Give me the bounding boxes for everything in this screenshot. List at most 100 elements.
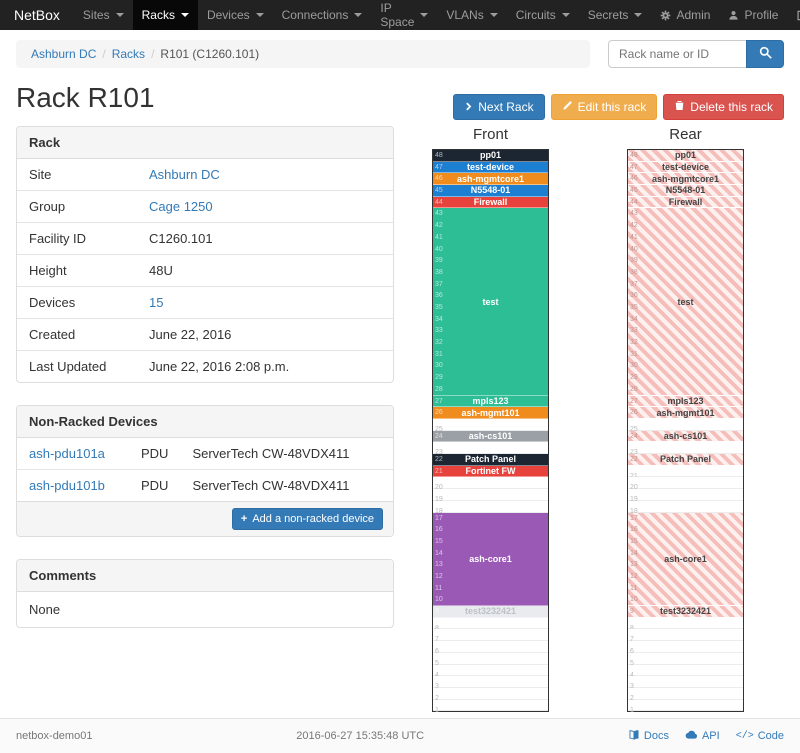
delete-rack-button[interactable]: Delete this rack (663, 94, 784, 120)
nav-item-devices[interactable]: Devices (198, 0, 273, 30)
rack-unit-device-ash-core1[interactable]: 17 16 15 14 13 12 11 10 ash-core1 (433, 512, 548, 607)
nav-item-connections[interactable]: Connections (273, 0, 372, 30)
rack-unit-device-test[interactable]: 43 42 41 40 39 38 37 36 35 34 33 32 31 30 29 28 test (433, 208, 548, 396)
unit-number: 1 (435, 706, 439, 714)
breadcrumb-item[interactable]: Racks (111, 47, 146, 61)
book-icon (628, 729, 640, 744)
rack-unit-device-ash-mgmt101[interactable]: 26 ash-mgmt101 (433, 407, 548, 419)
unit-number: 6 (435, 648, 439, 656)
rack-unit-device-test3232421[interactable]: 9 test3232421 (433, 606, 548, 618)
rack-unit-device-pp01[interactable]: 48 pp01 (628, 150, 743, 162)
attr-label: Height (17, 254, 137, 287)
attr-label: Created (17, 318, 137, 351)
nav-item-secrets[interactable]: Secrets (579, 0, 652, 30)
rack-unit-empty: 23 (628, 442, 743, 456)
unit-numbers: 44 (435, 198, 443, 206)
brand-logo[interactable]: NetBox (14, 7, 60, 23)
nav-item-racks[interactable]: Racks (132, 0, 198, 30)
rack-unit-device-n5548-01[interactable]: 45 N5548-01 (628, 185, 743, 197)
chevron-down-icon (561, 13, 570, 17)
docs-label: Docs (643, 730, 669, 742)
gear-icon (660, 10, 671, 21)
rack-unit-device-firewall[interactable]: 44 Firewall (433, 196, 548, 209)
rack-unit-device-test[interactable]: 43 42 41 40 39 38 37 36 35 34 33 32 31 30 29 28 test (628, 208, 743, 396)
unit-numbers: 43 42 41 40 39 38 37 36 35 34 33 32 31 30 29 28 (630, 210, 638, 393)
admin-link[interactable]: Admin (651, 0, 719, 30)
device-label: ash-mgmtcore1 (651, 173, 720, 184)
device-role-cell: PDU (141, 446, 169, 461)
nav-item-vlans[interactable]: VLANs (437, 0, 506, 30)
unit-numbers: 44 (630, 198, 638, 206)
unit-number: 19 (435, 496, 443, 504)
rack-attr-row: Created June 22, 2016 (17, 318, 393, 351)
rack-unit-device-pp01[interactable]: 48 pp01 (433, 150, 548, 162)
unit-number: 23 (435, 449, 443, 457)
rack-unit-device-firewall[interactable]: 44 Firewall (628, 196, 743, 209)
rack-unit-empty: 3 (433, 676, 548, 690)
rack-unit-empty: 20 (433, 477, 548, 491)
attr-value-link[interactable]: Ashburn DC (149, 167, 220, 182)
rack-unit-device-n5548-01[interactable]: 45 N5548-01 (433, 185, 548, 197)
rack-unit-device-test3232421[interactable]: 9 test3232421 (628, 606, 743, 618)
device-label: Firewall (668, 197, 703, 208)
unit-numbers: 46 (435, 175, 443, 183)
navbar-right: Admin Profile Log out (651, 0, 800, 30)
rack-unit-device-test-device[interactable]: 47 test-device (433, 161, 548, 174)
unit-numbers: 26 (435, 409, 443, 417)
logout-link[interactable]: Log out (787, 0, 800, 30)
rack-unit-device-ash-cs101[interactable]: 24 ash-cs101 (433, 430, 548, 443)
rack-unit-empty: 5 (628, 652, 743, 667)
cloud-icon (685, 728, 698, 744)
device-name-link[interactable]: ash-pdu101a (29, 446, 105, 461)
rack-unit-empty: 7 (433, 629, 548, 643)
device-label: mpls123 (472, 395, 509, 406)
search-button[interactable] (746, 40, 784, 68)
unit-number: 5 (630, 659, 634, 667)
add-non-racked-device-button[interactable]: + Add a non-racked device (231, 508, 383, 530)
rack-unit-device-mpls123[interactable]: 27 mpls123 (628, 395, 743, 408)
breadcrumb-separator: / (151, 47, 155, 61)
rack-unit-empty: 1 (628, 699, 743, 714)
device-name-link[interactable]: ash-pdu101b (29, 478, 105, 493)
rack-unit-device-ash-mgmt101[interactable]: 26 ash-mgmt101 (628, 407, 743, 419)
profile-link[interactable]: Profile (719, 0, 787, 30)
rack-unit-empty: 20 (628, 477, 743, 491)
attr-value-link[interactable]: 15 (149, 295, 164, 310)
unit-number: 8 (630, 624, 634, 632)
device-label: pp01 (674, 150, 696, 161)
nav-item-label: Racks (141, 8, 175, 22)
rack-unit-device-ash-mgmtcore1[interactable]: 46 ash-mgmtcore1 (628, 173, 743, 186)
nav-item-label: Connections (281, 8, 349, 22)
rack-unit-device-ash-mgmtcore1[interactable]: 46 ash-mgmtcore1 (433, 173, 548, 186)
rack-unit-device-patch-panel[interactable]: 22 Patch Panel (628, 454, 743, 466)
rack-unit-device-mpls123[interactable]: 27 mpls123 (433, 395, 548, 408)
edit-rack-button[interactable]: Edit this rack (550, 94, 658, 120)
unit-number: 19 (630, 496, 638, 504)
unit-numbers: 26 (630, 409, 638, 417)
log-out-icon (796, 10, 800, 21)
rack-unit-empty: 8 (628, 617, 743, 632)
unit-numbers: 48 (435, 152, 443, 159)
breadcrumb-item[interactable]: Ashburn DC (31, 47, 97, 61)
api-link[interactable]: API (685, 728, 720, 744)
rack-unit-device-patch-panel[interactable]: 22 Patch Panel (433, 454, 548, 466)
next-rack-button[interactable]: Next Rack (453, 94, 545, 120)
unit-number: 21 (630, 472, 638, 480)
rack-unit-device-fortinet-fw[interactable]: 21 Fortinet FW (433, 465, 548, 478)
rack-unit-device-ash-cs101[interactable]: 24 ash-cs101 (628, 430, 743, 443)
rack-unit-empty: 18 (628, 500, 743, 515)
rack-unit-device-ash-core1[interactable]: 17 16 15 14 13 12 11 10 ash-core1 (628, 512, 743, 607)
chevron-down-icon (354, 13, 363, 17)
rack-attr-row: Site Ashburn DC (17, 159, 393, 191)
nav-item-circuits[interactable]: Circuits (507, 0, 579, 30)
nav-item-sites[interactable]: Sites (74, 0, 133, 30)
attr-value-link[interactable]: Cage 1250 (149, 199, 213, 214)
non-racked-devices-panel: Non-Racked Devices ash-pdu101a PDU ServerT… (16, 405, 394, 537)
code-link[interactable]: </> Code (736, 728, 784, 744)
search-input[interactable] (608, 40, 746, 68)
rack-unit-empty: 21 (628, 465, 743, 480)
nav-item-ip-space[interactable]: IP Space (371, 0, 437, 30)
unit-number: 3 (630, 683, 634, 691)
docs-link[interactable]: Docs (628, 728, 669, 744)
rack-unit-device-test-device[interactable]: 47 test-device (628, 161, 743, 174)
